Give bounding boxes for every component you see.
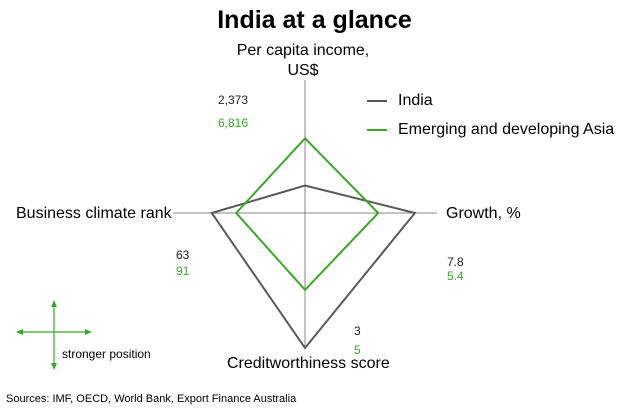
value-label-top-india: 2,373 — [218, 93, 249, 107]
legend-entry-india: India — [398, 92, 433, 109]
axis-label-right: Growth, % — [446, 205, 521, 222]
note-arrowhead-right — [85, 329, 92, 335]
series-polygon-asia — [234, 136, 380, 292]
legend-entry-asia: Emerging and developing Asia — [398, 121, 615, 138]
value-label-right-india: 7.8 — [447, 255, 464, 269]
value-label-left-asia: 91 — [176, 264, 190, 278]
chart-series — [210, 136, 417, 350]
series-polygon-india — [210, 184, 417, 350]
value-label-bottom-asia: 5 — [354, 343, 361, 357]
value-label-top-asia: 6,816 — [218, 116, 249, 130]
legend-lines — [367, 100, 387, 131]
source-note: Sources: IMF, OECD, World Bank, Export F… — [6, 393, 297, 405]
note-arrowhead-left — [16, 329, 23, 335]
chart-axes — [173, 80, 437, 348]
value-label-left-india: 63 — [176, 248, 190, 262]
axis-label-top-line1: Per capita income, — [236, 42, 370, 59]
stronger-position-arrows — [16, 300, 92, 370]
axis-label-left: Business climate rank — [16, 205, 172, 222]
stronger-position-note: stronger position — [62, 347, 151, 361]
chart-title: India at a glance — [217, 6, 412, 34]
axis-label-top: Per capita income, US$ — [213, 41, 393, 81]
value-label-right-asia: 5.4 — [447, 269, 464, 283]
axis-label-top-line2: US$ — [287, 62, 319, 79]
note-arrowhead-down — [51, 363, 57, 370]
value-label-bottom-india: 3 — [354, 324, 361, 338]
note-arrowhead-up — [51, 300, 57, 307]
axis-label-bottom: Creditworthiness score — [227, 355, 390, 372]
